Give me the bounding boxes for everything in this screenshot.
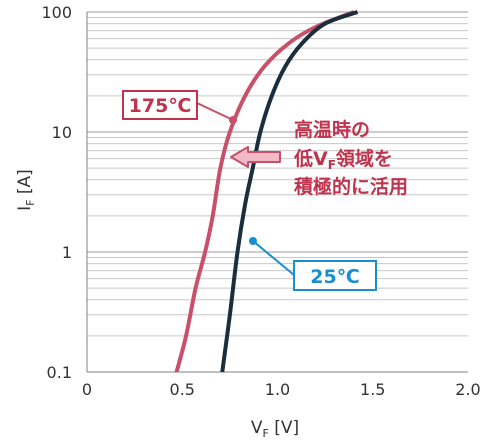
label-175-leader (196, 102, 234, 121)
y-axis-title-sub: F (24, 199, 37, 205)
x-tick-label: 1.5 (360, 380, 385, 399)
y-axis-title: IF [A] (15, 169, 37, 211)
note-line-1: 高温時の (294, 118, 370, 141)
label-25-leader (252, 240, 295, 276)
x-tick-label: 2.0 (455, 380, 480, 399)
label-25-box (293, 260, 377, 291)
series-line-175c (174, 10, 355, 373)
note-line-2-post: 領域を (336, 147, 393, 170)
note-line-2-sub: F (328, 158, 336, 172)
label-175-text: 175℃ (129, 95, 192, 117)
label-175-dot (229, 116, 237, 124)
note-line-2-pre: 低V (293, 147, 328, 170)
x-tick-label: 0 (82, 380, 92, 399)
x-axis-title-unit: [V] (269, 418, 299, 438)
y-axis-title-unit: [A] (15, 169, 35, 199)
y-axis-title-main: I (15, 206, 35, 211)
series-line-25c (220, 10, 359, 373)
y-tick-label: 1 (62, 243, 72, 262)
x-tick-label: 1.0 (265, 380, 290, 399)
x-axis-title: VF [V] (251, 418, 299, 440)
label-175-box (122, 90, 198, 120)
emphasis-arrow-icon (230, 146, 281, 168)
x-axis-title-main: V (251, 418, 263, 438)
note-line-2: 低VF領域を (293, 147, 393, 172)
y-tick-label: 10 (52, 123, 72, 142)
grid-layer (86, 11, 468, 373)
y-tick-label: 100 (41, 3, 72, 22)
x-tick-label: 0.5 (170, 380, 195, 399)
series-layer (174, 10, 359, 373)
tick-layer: 0 0.5 1.0 1.5 2.0 0.1 1 10 100 (41, 3, 480, 399)
y-tick-label: 0.1 (47, 363, 72, 382)
note-line-3: 積極的に活用 (294, 175, 408, 198)
x-axis-title-sub: F (263, 427, 269, 440)
label-25-text: 25℃ (310, 266, 359, 288)
